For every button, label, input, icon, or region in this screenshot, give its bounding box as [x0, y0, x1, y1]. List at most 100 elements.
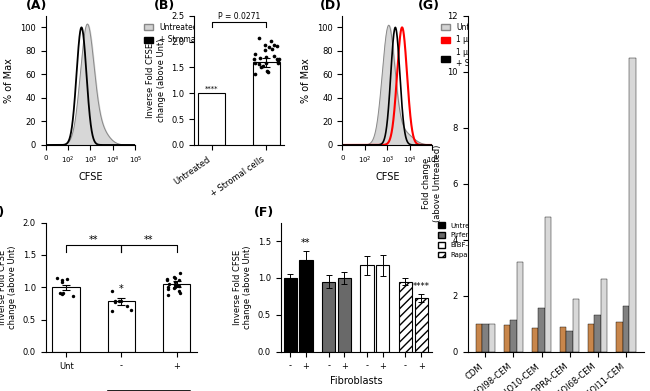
Point [163, 286, 174, 292]
Bar [300, 260, 313, 352]
Point [116, 298, 126, 304]
Bar [415, 298, 428, 352]
Point [273, 58, 283, 64]
Y-axis label: Inverse Fold CFSE
change (above Unt): Inverse Fold CFSE change (above Unt) [233, 246, 252, 329]
Point [248, 56, 259, 62]
Point [174, 288, 184, 294]
Point [259, 42, 270, 48]
Point [266, 38, 276, 45]
Point [263, 69, 273, 75]
Point [57, 291, 68, 297]
Point [111, 299, 121, 305]
Bar [545, 217, 551, 352]
Point [255, 65, 266, 71]
Point [272, 56, 282, 62]
Point [174, 283, 185, 289]
Bar [532, 328, 538, 352]
Point [55, 290, 65, 296]
Point [169, 274, 179, 280]
Bar [601, 279, 607, 352]
Point [62, 276, 72, 282]
Point [272, 43, 282, 49]
X-axis label: CFSE: CFSE [78, 172, 103, 181]
Point [262, 68, 272, 74]
Y-axis label: Inverse Fold CFSE
change (above Unt): Inverse Fold CFSE change (above Unt) [0, 246, 17, 329]
Bar [482, 324, 489, 352]
Text: *: * [119, 284, 124, 294]
Bar [198, 93, 226, 145]
Point [163, 284, 174, 290]
Point [110, 298, 120, 304]
Point [57, 279, 67, 285]
Point [170, 274, 180, 281]
Point [107, 288, 118, 294]
Point [68, 293, 78, 300]
Bar [573, 299, 579, 352]
Y-axis label: % of Max: % of Max [5, 58, 14, 103]
Bar [476, 324, 482, 352]
Point [260, 47, 270, 53]
Point [170, 282, 180, 289]
Bar [399, 282, 412, 352]
Point [250, 60, 260, 66]
Bar [53, 287, 80, 352]
Point [264, 44, 274, 50]
Point [261, 54, 272, 61]
Point [274, 56, 284, 62]
Point [107, 307, 118, 314]
Text: (D): (D) [320, 0, 342, 12]
Point [267, 46, 278, 52]
Bar [560, 326, 566, 352]
Text: ****: **** [205, 86, 218, 91]
Bar [489, 324, 495, 352]
Point [269, 41, 280, 48]
Bar [253, 62, 280, 145]
Bar [322, 282, 335, 352]
Point [258, 63, 268, 69]
Point [172, 282, 182, 288]
Point [162, 276, 172, 283]
Point [261, 60, 272, 66]
Text: (F): (F) [254, 206, 274, 219]
Y-axis label: Inverse Fold CFSE
change (above Unt): Inverse Fold CFSE change (above Unt) [146, 39, 166, 122]
Text: P = 0.0271: P = 0.0271 [218, 12, 260, 21]
Point [164, 280, 174, 287]
Bar [629, 57, 636, 352]
Text: **: ** [89, 235, 99, 244]
Point [250, 50, 260, 57]
Point [254, 35, 265, 41]
Point [174, 276, 185, 283]
Bar [338, 278, 351, 352]
Point [122, 303, 132, 309]
Point [176, 290, 186, 296]
Text: (G): (G) [419, 0, 440, 12]
Bar [616, 323, 623, 352]
Point [162, 276, 172, 282]
Point [57, 277, 68, 283]
Point [58, 290, 69, 296]
Point [175, 270, 185, 276]
Legend: Untreated, + Stromal cells: Untreated, + Stromal cells [141, 20, 221, 47]
X-axis label: Fibroblasts: Fibroblasts [330, 376, 383, 386]
Point [272, 60, 283, 66]
Point [126, 307, 136, 313]
Bar [538, 308, 545, 352]
X-axis label: CFSE: CFSE [375, 172, 400, 181]
Bar [566, 331, 573, 352]
Point [170, 284, 180, 291]
Bar [284, 278, 297, 352]
Bar [162, 284, 190, 352]
Point [52, 274, 62, 281]
Point [250, 71, 261, 77]
Bar [361, 265, 374, 352]
Point [114, 298, 124, 304]
Bar [623, 306, 629, 352]
Legend: Untreated, 1 μM Dex, 1 μM Dex
+ Stromal cells: Untreated, 1 μM Dex, 1 μM Dex + Stromal … [438, 20, 518, 71]
Y-axis label: % of Max: % of Max [302, 58, 311, 103]
Legend: Untreated, Pirfenidone, BIBF-1120, Rapamycin: Untreated, Pirfenidone, BIBF-1120, Rapam… [435, 220, 493, 261]
Bar [510, 320, 517, 352]
Text: **: ** [301, 238, 311, 248]
Point [254, 61, 264, 67]
Point [168, 285, 179, 291]
Bar [504, 325, 510, 352]
